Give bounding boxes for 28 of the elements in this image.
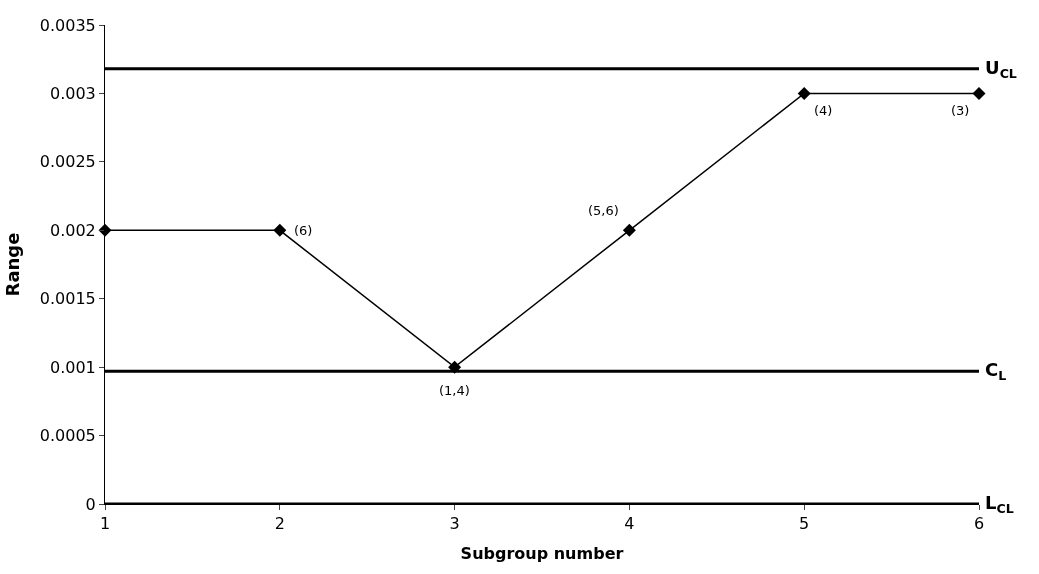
ref-line-label: C$_{L}$ [985,359,1007,383]
y-tick-label: 0.0015 [39,289,96,309]
annotation: (1,4) [439,383,470,398]
x-tick-label: 2 [274,514,285,534]
y-tick-label: 0.003 [49,84,96,104]
y-tick-label: 0.001 [49,357,96,377]
x-axis-title: Subgroup number [460,543,624,563]
annotation: (5,6) [588,203,619,218]
annotation: (4) [814,103,833,118]
point [273,223,287,237]
y-tick-label: 0 [85,494,96,514]
ref-line-label: L$_{CL}$ [985,492,1014,516]
x-tick-label: 1 [99,514,111,534]
y-tick-label: 0.0025 [39,152,96,172]
y-axis-title: Range [2,232,24,297]
point [972,86,986,100]
x-tick-label: 5 [799,514,810,534]
y-tick-label: 0.002 [49,220,96,240]
point [622,223,636,237]
x-tick-label: 4 [624,514,635,534]
ref-line-label: U$_{CL}$ [985,57,1017,81]
x-tick-label: 3 [449,514,460,534]
annotation: (3) [951,103,970,118]
y-tick-label: 0.0005 [39,426,96,446]
point [797,86,811,100]
annotation: (6) [294,223,313,238]
x-tick-label: 6 [973,514,985,534]
y-tick-label: 0.0035 [39,15,96,35]
